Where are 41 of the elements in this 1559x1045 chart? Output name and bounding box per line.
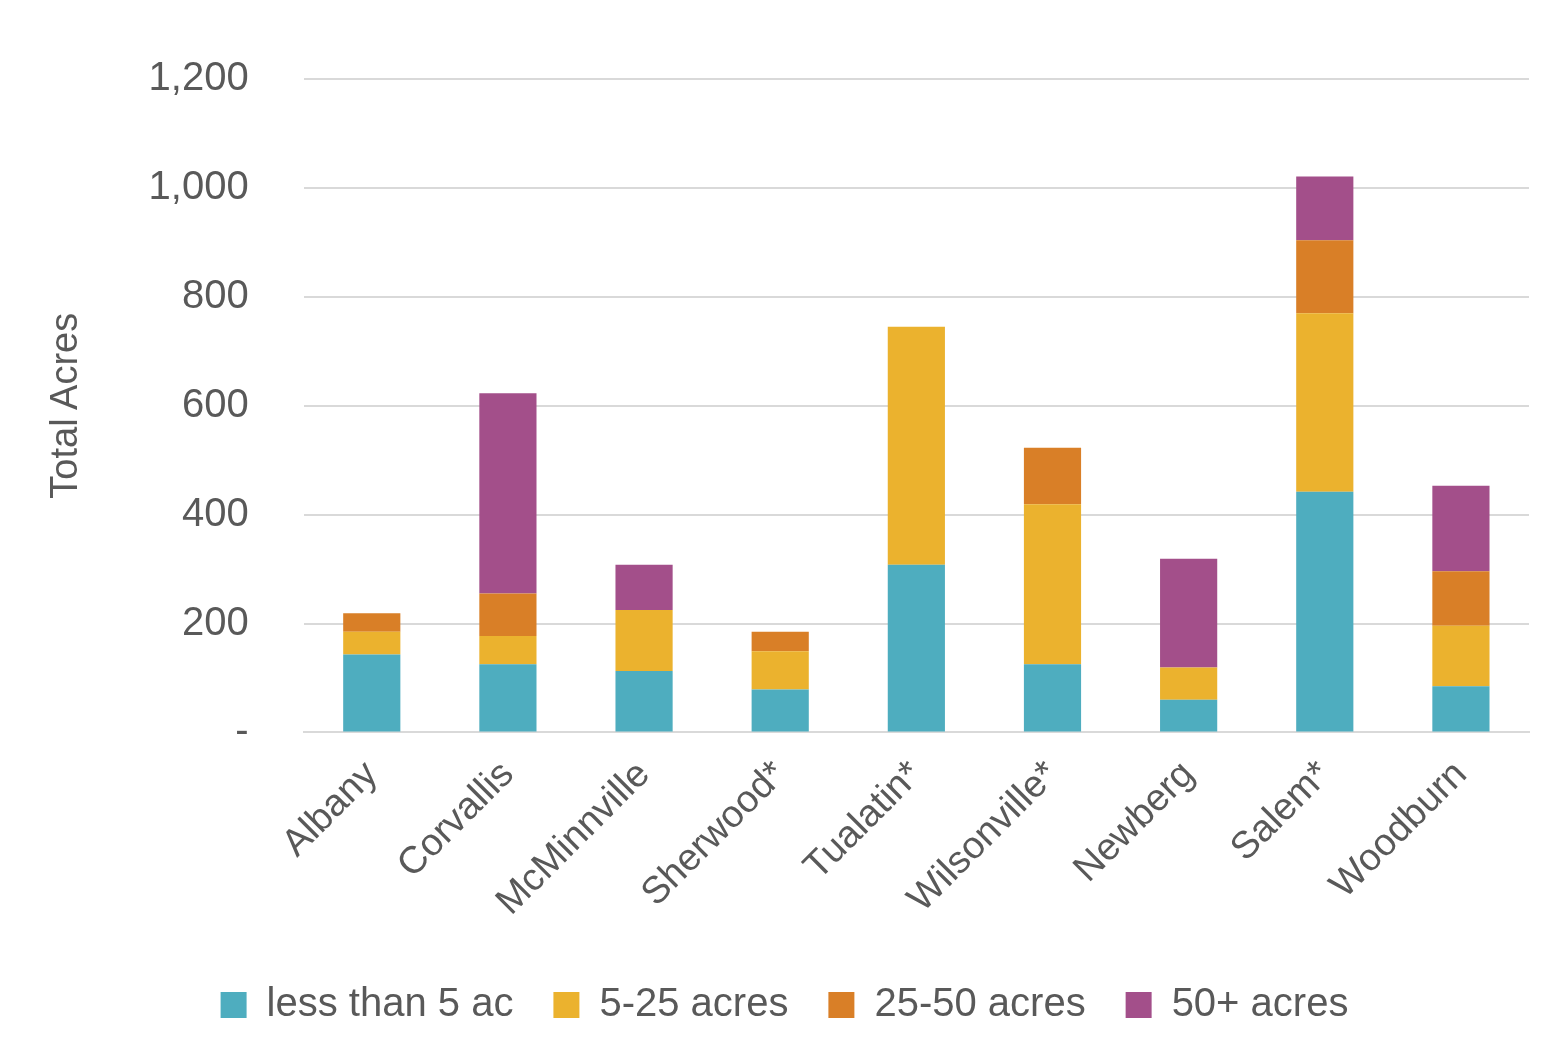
bar	[1432, 571, 1490, 626]
bar	[479, 593, 537, 637]
bar	[479, 393, 537, 594]
bar	[1432, 686, 1490, 732]
bar	[1023, 504, 1082, 665]
bar	[1296, 240, 1354, 314]
bar	[1160, 558, 1218, 668]
bar	[1296, 313, 1354, 492]
bar	[1296, 491, 1354, 732]
bar	[343, 613, 401, 632]
y-tick-label: 1,200	[148, 54, 249, 99]
bar	[1296, 176, 1354, 241]
bar	[479, 664, 537, 732]
y-tick-label: 800	[181, 271, 249, 316]
bar	[887, 564, 945, 732]
y-tick-label: -	[235, 707, 249, 752]
bar	[1432, 485, 1490, 572]
bar	[479, 636, 537, 665]
bar	[343, 654, 401, 732]
bar	[1432, 625, 1490, 687]
bar	[751, 651, 809, 690]
y-tick-label: 200	[181, 598, 249, 643]
legend-label: 25-50 acres	[874, 980, 1086, 1025]
y-tick-label: 1,000	[148, 162, 249, 207]
bar	[615, 670, 673, 732]
bar	[751, 689, 809, 732]
legend-label: 5-25 acres	[599, 980, 789, 1025]
bar	[1023, 447, 1082, 505]
bar	[1160, 699, 1218, 732]
y-tick-label: 600	[181, 380, 249, 425]
y-axis-title: Total Acres	[43, 312, 86, 499]
bar	[615, 564, 673, 610]
y-tick-label: 400	[181, 489, 249, 534]
bar	[343, 631, 401, 655]
bar	[1160, 667, 1218, 700]
bar	[1023, 664, 1082, 732]
legend-label: less than 5 ac	[266, 980, 514, 1025]
bar	[751, 631, 809, 652]
bar	[887, 326, 945, 565]
bar	[615, 609, 673, 671]
legend-label: 50+ acres	[1171, 980, 1349, 1025]
